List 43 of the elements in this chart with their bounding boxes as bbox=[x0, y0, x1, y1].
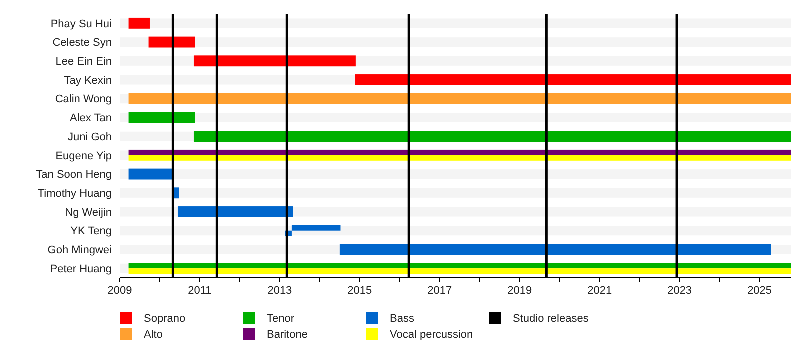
bar bbox=[355, 74, 791, 86]
x-tick-label: 2017 bbox=[428, 285, 452, 297]
x-tick-label: 2023 bbox=[668, 285, 692, 297]
bar bbox=[340, 244, 772, 256]
y-tick-label: YK Teng bbox=[70, 226, 112, 238]
legend-label: Baritone bbox=[267, 328, 308, 341]
y-tick-label: Alex Tan bbox=[70, 112, 112, 125]
y-tick-label: Peter Huang bbox=[50, 263, 112, 276]
bar bbox=[128, 18, 150, 29]
legend-label: Studio releases bbox=[513, 312, 590, 325]
x-tick-label: 2025 bbox=[748, 285, 772, 297]
bar bbox=[128, 268, 791, 274]
y-tick-label: Goh Mingwei bbox=[48, 244, 112, 257]
x-tick-label: 2021 bbox=[588, 285, 612, 297]
bar bbox=[128, 155, 791, 161]
bar bbox=[128, 150, 791, 156]
x-tick-label: 2019 bbox=[508, 285, 532, 297]
y-tick-label: Tay Kexin bbox=[64, 74, 112, 87]
y-tick-label: Eugene Yip bbox=[56, 150, 112, 162]
y-tick-label: Timothy Huang bbox=[38, 188, 112, 200]
x-tick-label: 2015 bbox=[348, 285, 372, 297]
bar bbox=[194, 56, 356, 67]
legend-label: Alto bbox=[144, 328, 163, 341]
y-tick-label: Tan Soon Heng bbox=[36, 169, 112, 182]
bar bbox=[128, 112, 196, 124]
bar bbox=[148, 36, 196, 48]
bar bbox=[194, 131, 791, 142]
y-tick-label: Celeste Syn bbox=[52, 37, 112, 50]
y-tick-label: Phay Su Hui bbox=[50, 18, 112, 30]
y-tick-label: Ng Weijin bbox=[65, 206, 112, 219]
legend-label: Vocal percussion bbox=[390, 328, 474, 341]
legend-label: Soprano bbox=[144, 312, 186, 325]
x-tick-label: 2013 bbox=[268, 285, 292, 297]
y-tick-label: Calin Wong bbox=[55, 94, 112, 106]
bar bbox=[128, 93, 791, 104]
x-tick-label: 2011 bbox=[188, 285, 212, 297]
y-tick-label: Juni Goh bbox=[68, 131, 112, 144]
y-tick-label: Lee Ein Ein bbox=[56, 56, 112, 68]
x-tick-label: 2009 bbox=[108, 285, 132, 297]
legend-label: Bass bbox=[390, 312, 415, 325]
bar bbox=[128, 168, 174, 180]
legend-label: Tenor bbox=[267, 312, 295, 325]
bar bbox=[178, 206, 294, 218]
